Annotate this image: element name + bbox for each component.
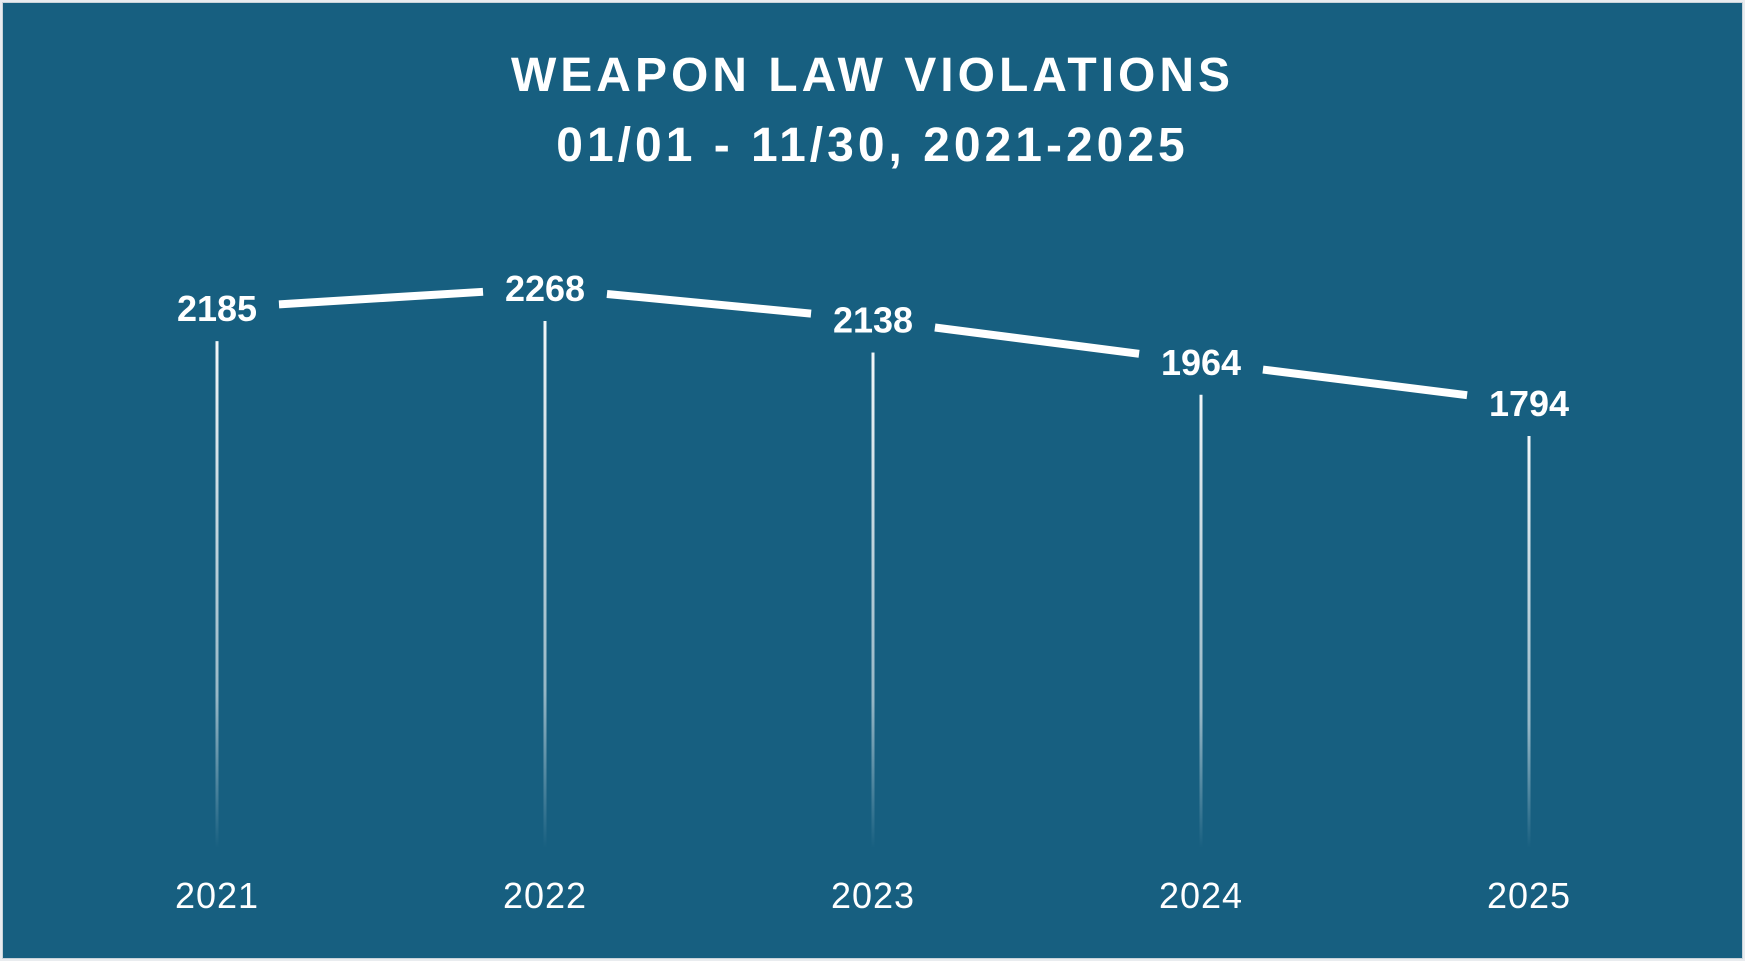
x-tick-label-2021: 2021: [175, 875, 259, 916]
chart-subtitle: 01/01 - 11/30, 2021-2025: [556, 119, 1189, 172]
line-segment-2022-2023: [606, 289, 812, 318]
data-label-2021: 2185: [177, 288, 257, 329]
line-segment-2023-2024: [934, 323, 1140, 358]
drop-line-2023: [871, 352, 875, 848]
data-label-2024: 1964: [1161, 342, 1241, 383]
x-axis-labels: 2021 2022 2023 2024 2025: [175, 875, 1571, 916]
chart-title-line1: WEAPON LAW VIOLATIONS: [510, 49, 1235, 102]
drop-line-2021: [215, 341, 219, 848]
chart-title: WEAPON LAW VIOLATIONS 01/01 - 11/30, 202…: [3, 41, 1742, 181]
value-labels: 2185 2268 2138 1964 1794: [177, 268, 1569, 424]
data-label-2023: 2138: [833, 300, 913, 341]
x-tick-label-2025: 2025: [1487, 875, 1571, 916]
series-line-group: [278, 287, 1468, 400]
data-label-2025: 1794: [1489, 383, 1569, 424]
drop-line-2022: [543, 321, 547, 848]
x-tick-label-2024: 2024: [1159, 875, 1243, 916]
drop-line-2025: [1527, 436, 1531, 848]
x-tick-label-2023: 2023: [831, 875, 915, 916]
data-label-2022: 2268: [505, 268, 585, 309]
line-segment-2021-2022: [278, 287, 484, 309]
x-tick-label-2022: 2022: [503, 875, 587, 916]
line-segment-2024-2025: [1262, 365, 1468, 400]
drop-line-2024: [1199, 394, 1203, 848]
drop-lines: [215, 321, 1531, 848]
